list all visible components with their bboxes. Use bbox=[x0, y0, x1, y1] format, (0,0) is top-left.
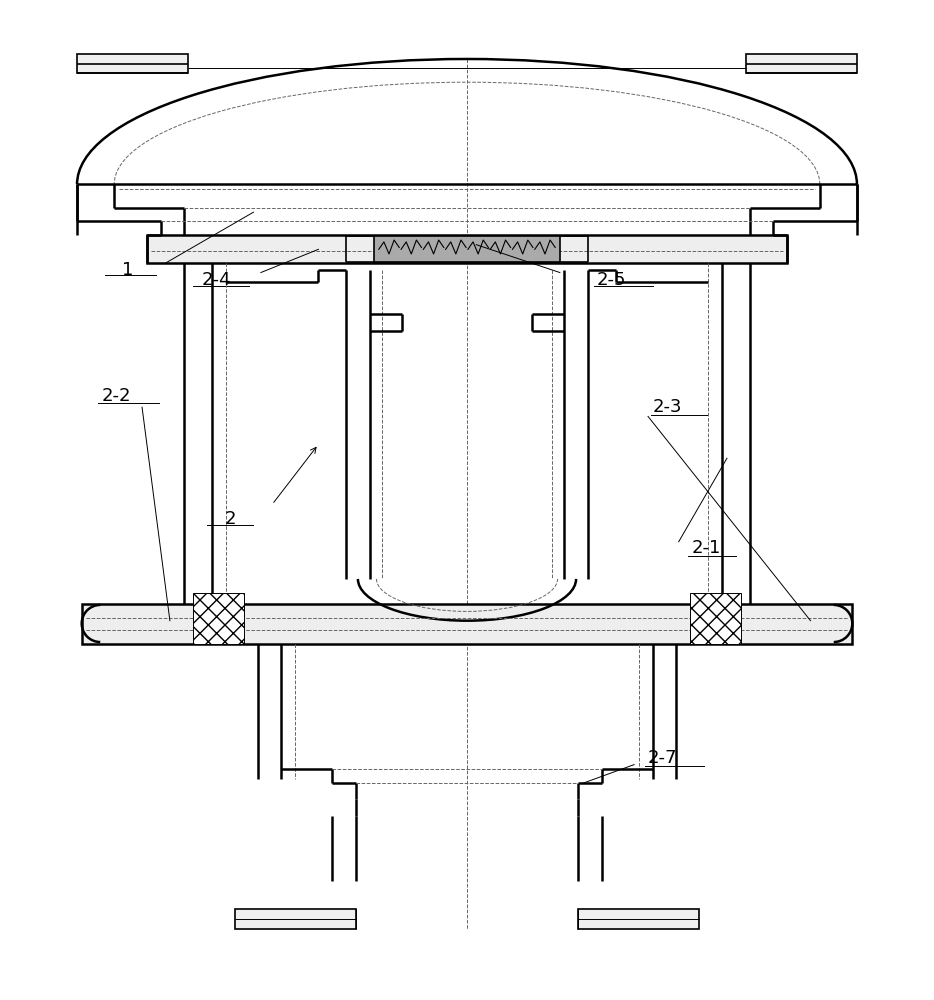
Bar bbox=[81, 604, 853, 644]
Text: 2: 2 bbox=[224, 510, 236, 528]
Bar bbox=[690, 593, 741, 644]
Bar bbox=[77, 54, 189, 73]
Bar bbox=[193, 593, 244, 644]
Bar bbox=[234, 909, 356, 929]
Text: 2-3: 2-3 bbox=[653, 398, 682, 416]
Text: 2-4: 2-4 bbox=[202, 271, 231, 289]
Text: 2-7: 2-7 bbox=[648, 749, 677, 767]
Text: 1: 1 bbox=[122, 261, 134, 279]
Bar bbox=[147, 235, 787, 263]
Bar bbox=[745, 54, 857, 73]
Text: 2-2: 2-2 bbox=[102, 387, 132, 405]
Text: 2-1: 2-1 bbox=[692, 539, 721, 557]
Bar bbox=[375, 236, 559, 262]
Text: 2-5: 2-5 bbox=[597, 271, 627, 289]
Bar bbox=[578, 909, 700, 929]
